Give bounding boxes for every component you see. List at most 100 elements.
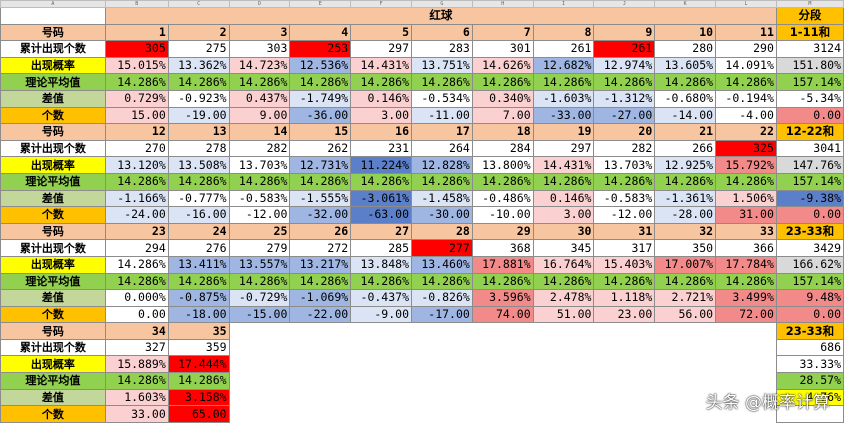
frequency-cell[interactable]: 15.792% [715,156,777,174]
frequency-cell[interactable]: 13.362% [167,56,230,75]
diff-cell[interactable]: -0.729% [228,289,291,307]
diff-cell[interactable]: -0.534% [411,89,473,108]
empty-cell[interactable] [715,389,777,406]
diff-cell[interactable]: 3.158% [167,388,230,407]
frequency-cell[interactable]: 16.764% [532,255,595,274]
cumulative-cell[interactable]: 262 [289,139,352,158]
count-cell[interactable]: -17.00 [411,305,473,324]
count-cell[interactable]: -11.00 [411,106,473,125]
theory-cell[interactable]: 14.286% [350,172,412,191]
summary-cumulative[interactable]: 686 [775,338,844,357]
frequency-cell[interactable]: 13.217% [289,255,352,274]
number-cell[interactable]: 13 [167,123,230,141]
theory-cell[interactable]: 14.286% [471,272,534,291]
empty-cell[interactable] [654,405,716,423]
theory-cell[interactable]: 14.286% [350,73,412,91]
summary-frequency[interactable]: 166.62% [775,255,844,274]
row-label-number[interactable]: 号码 [0,23,106,42]
number-cell[interactable]: 9 [593,23,656,42]
empty-cell[interactable] [593,322,655,340]
cumulative-cell[interactable]: 272 [289,239,352,257]
number-cell[interactable]: 25 [228,222,291,241]
row-label-frequency[interactable]: 出现概率 [0,255,106,274]
row-label-frequency[interactable]: 出现概率 [0,156,106,174]
cumulative-cell[interactable]: 366 [715,239,777,257]
cumulative-cell[interactable]: 359 [167,338,230,357]
number-cell[interactable]: 27 [350,222,412,241]
count-cell[interactable]: -32.00 [289,206,352,224]
empty-cell[interactable] [350,405,412,423]
row-label-number[interactable]: 号码 [0,123,106,141]
empty-cell[interactable] [715,339,777,356]
theory-cell[interactable]: 14.286% [593,272,656,291]
empty-cell[interactable] [229,389,290,406]
cumulative-cell[interactable]: 270 [104,139,169,158]
diff-cell[interactable]: -1.312% [593,89,656,108]
diff-cell[interactable]: 2.721% [654,289,717,307]
row-label-cumulative[interactable]: 累计出现个数 [0,338,106,357]
empty-cell[interactable] [229,355,290,373]
theory-cell[interactable]: 14.286% [104,73,169,91]
empty-cell[interactable] [533,339,594,356]
row-label-count[interactable]: 个数 [0,206,106,224]
row-label-diff[interactable]: 差值 [0,388,106,407]
count-cell[interactable]: 31.00 [715,206,777,224]
count-cell[interactable]: 3.00 [350,106,412,125]
count-cell[interactable]: 3.00 [532,206,595,224]
row-label-cumulative[interactable]: 累计出现个数 [0,40,106,58]
cumulative-cell[interactable]: 261 [593,40,656,58]
theory-cell[interactable]: 14.286% [715,172,777,191]
row-label-number[interactable]: 号码 [0,222,106,241]
frequency-cell[interactable]: 14.723% [228,56,291,75]
row-label-cumulative[interactable]: 累计出现个数 [0,139,106,158]
cumulative-cell[interactable]: 264 [411,139,473,158]
count-cell[interactable]: 72.00 [715,305,777,324]
count-cell[interactable]: -30.00 [411,206,473,224]
frequency-cell[interactable]: 12.682% [532,56,595,75]
summary-count[interactable]: 0.00 [775,305,844,324]
empty-cell[interactable] [289,355,351,373]
diff-cell[interactable]: -0.923% [167,89,230,108]
empty-cell[interactable] [533,372,594,390]
cumulative-cell[interactable]: 266 [654,139,717,158]
empty-cell[interactable] [715,355,777,373]
theory-cell[interactable]: 14.286% [289,73,352,91]
empty-cell[interactable] [350,339,412,356]
frequency-cell[interactable]: 17.784% [715,255,777,274]
theory-cell[interactable]: 14.286% [654,172,717,191]
diff-cell[interactable]: -0.486% [471,189,534,208]
cumulative-cell[interactable]: 277 [411,239,473,257]
empty-cell[interactable] [229,322,290,340]
frequency-cell[interactable]: 15.403% [593,255,656,274]
empty-cell[interactable] [715,405,777,423]
diff-cell[interactable]: 1.118% [593,289,656,307]
number-cell[interactable]: 31 [593,222,656,241]
empty-cell[interactable] [289,405,351,423]
cumulative-cell[interactable]: 276 [167,239,230,257]
frequency-cell[interactable]: 14.091% [715,56,777,75]
diff-cell[interactable]: -0.194% [715,89,777,108]
count-cell[interactable]: 7.00 [471,106,534,125]
frequency-cell[interactable]: 13.605% [654,56,717,75]
theory-cell[interactable]: 14.286% [411,272,473,291]
empty-cell[interactable] [593,355,655,373]
empty-cell[interactable] [472,405,534,423]
cumulative-cell[interactable]: 317 [593,239,656,257]
summary-number[interactable]: 23-33和 [775,322,844,340]
number-cell[interactable]: 2 [167,23,230,42]
summary-diff[interactable]: -9.38% [775,189,844,208]
diff-cell[interactable]: 1.506% [715,189,777,208]
theory-cell[interactable]: 14.286% [411,73,473,91]
column-letter[interactable]: G [411,0,473,8]
diff-cell[interactable]: -3.061% [350,189,412,208]
count-cell[interactable]: -33.00 [532,106,595,125]
summary-count[interactable]: 0.00 [775,106,844,125]
empty-cell[interactable] [472,389,534,406]
cumulative-cell[interactable]: 279 [228,239,291,257]
summary-cumulative[interactable]: 3429 [775,239,844,257]
count-cell[interactable]: -63.00 [350,206,412,224]
summary-theory[interactable]: 157.14% [775,272,844,291]
frequency-cell[interactable]: 17.444% [167,355,230,374]
empty-cell[interactable] [350,355,412,373]
row-label-frequency[interactable]: 出现概率 [0,56,106,75]
